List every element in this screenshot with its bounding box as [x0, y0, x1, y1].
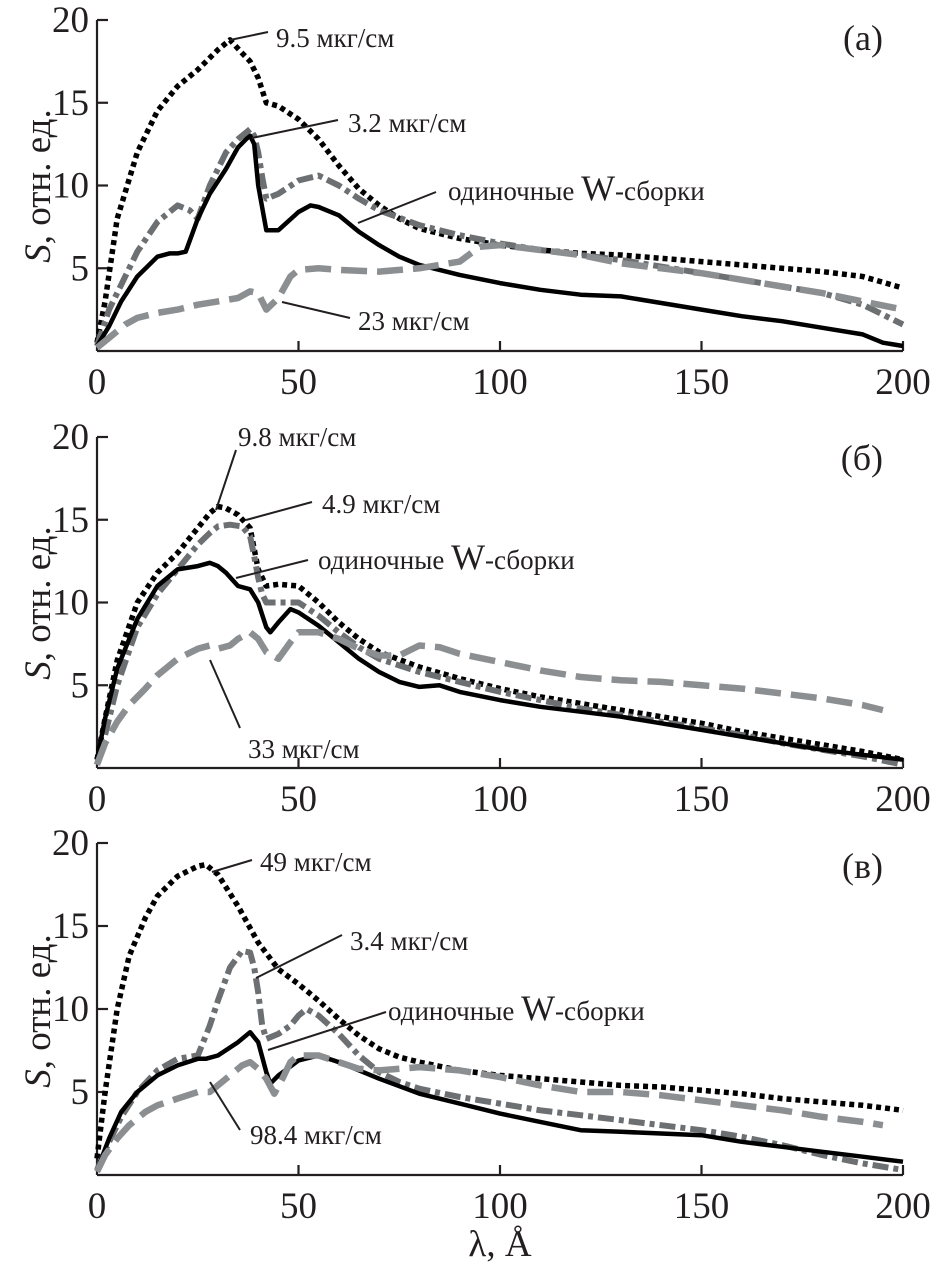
annotation-leader-line [211, 859, 253, 873]
series-line-dotted [94, 861, 904, 1159]
y-tick-label: 10 [52, 166, 89, 207]
annotation-text: одиночные [388, 996, 521, 1026]
x-tick-label: 50 [280, 779, 317, 820]
series-line-solid [94, 560, 904, 762]
annotation-w-symbol: W [581, 168, 615, 208]
y-axis-label-symbol: S [18, 1069, 59, 1088]
series-line-dashed [93, 629, 884, 766]
annotation-w-symbol: W [521, 988, 555, 1028]
y-tick-label: 5 [71, 248, 90, 289]
series-annotation: одиночные W-сборки [388, 988, 645, 1028]
y-axis-label: S, отн. ед. [18, 934, 59, 1088]
x-tick-label: 150 [674, 779, 730, 820]
annotation-leader-line [229, 31, 269, 41]
y-tick-label: 15 [52, 500, 89, 541]
panel-2: 0 50 100 150 200 5 10 15 20 S, отн. ед. (б) 9.8 мкг… [18, 417, 931, 820]
y-axis-label: S, отн. ед. [18, 526, 59, 680]
annotation-leader-line [209, 659, 241, 729]
annotation-text: -сборки [615, 176, 705, 206]
x-axis-label: λ, Å [468, 1224, 531, 1265]
annotation-leader-line [209, 1081, 241, 1131]
y-axis-label: S, отн. ед. [18, 109, 59, 263]
x-tick-label: 0 [88, 779, 107, 820]
series-annotation: 4.9 мкг/см [322, 489, 440, 519]
y-axis-label-symbol: S [18, 661, 59, 680]
annotation-w-symbol: W [451, 537, 485, 577]
series-annotation: 98.4 мкг/см [250, 1120, 382, 1150]
series-annotation: 23 мкг/см [358, 306, 470, 336]
annotation-text: -сборки [485, 545, 575, 575]
x-tick-label: 100 [472, 779, 528, 820]
y-tick-label: 5 [71, 1072, 90, 1113]
series-annotation: 9.5 мкг/см [276, 23, 394, 53]
series-line-dash-dot [94, 126, 905, 347]
annotation-text: одиночные [318, 545, 451, 575]
series-annotation: одиночные W-сборки [448, 168, 705, 208]
series-annotation: 9.8 мкг/см [238, 422, 356, 452]
panel-tag: (a) [843, 18, 883, 58]
x-tick-label: 150 [674, 362, 730, 403]
series-line-solid [95, 133, 904, 349]
panel-1: 0 50 100 150 200 5 10 15 20 S, отн. ед. (a) 9.5 мкг… [18, 0, 931, 403]
y-tick-label: 20 [52, 417, 89, 458]
x-tick-label: 0 [88, 362, 107, 403]
series-annotation: 3.4 мкг/см [350, 926, 468, 956]
x-tick-label: 0 [88, 1186, 107, 1227]
annotation-leader-line [357, 191, 437, 224]
annotation-leader-line [215, 449, 237, 511]
panel-3: 0 50 100 150 200 5 10 15 20 S, отн. ед. (в) 49 мкг/… [18, 823, 931, 1227]
series-annotation: 33 мкг/см [248, 734, 360, 764]
panel-tag: (в) [842, 846, 883, 886]
series-annotation: 49 мкг/см [260, 847, 372, 877]
x-tick-label: 200 [875, 362, 931, 403]
x-tick-label: 100 [472, 1186, 528, 1227]
annotation-leader-line [281, 301, 351, 319]
annotation-leader-line [235, 559, 309, 579]
y-tick-label: 10 [52, 583, 89, 624]
y-tick-label: 15 [52, 906, 89, 947]
y-axis-label-unit: , отн. ед. [18, 109, 59, 244]
x-tick-label: 150 [674, 1186, 730, 1227]
series-line-dotted [94, 37, 904, 344]
panel-tag: (б) [841, 438, 883, 478]
series-line-dotted [94, 503, 904, 763]
series-annotation: одиночные W-сборки [318, 537, 575, 577]
series-line-dash-dot [94, 947, 904, 1173]
y-axis-label-unit: , отн. ед. [18, 526, 59, 661]
series-line-dashed [94, 1052, 884, 1174]
x-tick-label: 200 [875, 1186, 931, 1227]
annotation-leader-line [251, 119, 339, 139]
annotation-leader-line [267, 1011, 387, 1051]
annotation-text: одиночные [448, 176, 581, 206]
y-tick-label: 20 [52, 823, 89, 864]
y-axis-label-unit: , отн. ед. [18, 934, 59, 1069]
annotation-leader-line [255, 934, 343, 979]
y-axis-label-symbol: S [18, 244, 59, 263]
x-tick-label: 50 [280, 362, 317, 403]
y-tick-label: 15 [52, 83, 89, 124]
x-tick-label: 50 [280, 1186, 317, 1227]
x-tick-label: 100 [472, 362, 528, 403]
y-tick-label: 5 [71, 665, 90, 706]
series-line-dashed [94, 241, 904, 351]
x-tick-label: 200 [875, 779, 931, 820]
y-tick-label: 20 [52, 0, 89, 41]
annotation-text: -сборки [555, 996, 645, 1026]
y-tick-label: 10 [52, 989, 89, 1030]
series-annotation: 3.2 мкг/см [348, 108, 466, 138]
annotation-leader-line [245, 501, 313, 521]
